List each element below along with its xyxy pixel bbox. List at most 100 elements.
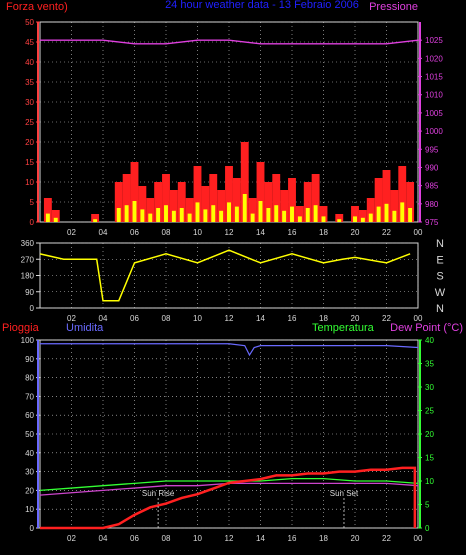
- x-tick-label: 06: [130, 314, 139, 323]
- wind-avg-bar: [360, 217, 365, 222]
- y2-tick-label: 985: [425, 182, 439, 191]
- y-tick-label: 70: [25, 392, 34, 401]
- wind-bar: [256, 162, 265, 222]
- y-tick-label: 30: [25, 468, 34, 477]
- x-tick-label: 20: [351, 534, 360, 543]
- wind-avg-bar: [305, 208, 310, 222]
- wind-avg-bar: [195, 202, 200, 222]
- y-tick-label: 360: [21, 239, 35, 248]
- wind-avg-bar: [392, 210, 397, 222]
- chart-title: 24 hour weather data - 13 Febraio 2006: [165, 0, 359, 11]
- y-tick-label: 35: [25, 78, 34, 87]
- wind-bar: [177, 182, 186, 222]
- x-tick-label: 08: [162, 314, 171, 323]
- y2-tick-label: 1000: [425, 127, 443, 136]
- y-tick-label: 5: [30, 198, 35, 207]
- x-tick-label: 16: [288, 534, 297, 543]
- y-tick-label: 180: [21, 272, 35, 281]
- wind-bar: [398, 166, 407, 222]
- x-tick-label: 14: [256, 314, 265, 323]
- dewpoint-axis-label: Dew Point (°C): [390, 322, 463, 334]
- x-tick-label: 02: [67, 314, 76, 323]
- wind-avg-bar: [171, 210, 176, 222]
- x-tick-label: 04: [99, 228, 108, 237]
- wind-bar: [162, 174, 170, 222]
- wind-bar: [43, 198, 52, 222]
- y2-tick-label: 1020: [425, 54, 443, 63]
- wind-bar: [169, 190, 178, 222]
- y-tick-label: 20: [25, 486, 34, 495]
- direction-line: [39, 249, 411, 302]
- y2-tick-label: 0: [425, 524, 430, 533]
- x-tick-label: 04: [99, 314, 108, 323]
- wind-bar: [374, 178, 383, 222]
- x-tick-label: 18: [319, 228, 328, 237]
- y2-tick-label: 1010: [425, 91, 443, 100]
- wind-bar: [390, 190, 399, 222]
- wind-avg-bar: [258, 201, 263, 222]
- y-tick-label: 60: [25, 411, 34, 420]
- wind-avg-bar: [408, 208, 413, 222]
- wind-avg-bar: [353, 216, 357, 222]
- wind-bar: [280, 190, 289, 222]
- wind-bar: [154, 182, 163, 222]
- x-tick-label: 18: [319, 534, 328, 543]
- x-tick-label: 08: [162, 534, 171, 543]
- y2-tick-label: 995: [425, 145, 439, 154]
- wind-avg-bar: [282, 210, 287, 222]
- wind-avg-bar: [250, 213, 255, 222]
- wind-bar: [217, 190, 226, 222]
- x-tick-label: 12: [225, 228, 234, 237]
- wind-bar: [295, 206, 304, 222]
- y-tick-label: 10: [25, 178, 34, 187]
- y2-tick-label: 30: [425, 383, 434, 392]
- wind-avg-bar: [384, 203, 389, 222]
- y-tick-label: 45: [25, 38, 34, 47]
- wind-bar: [232, 178, 241, 222]
- y2-tick-label: 990: [425, 163, 439, 172]
- x-tick-label: 02: [67, 534, 76, 543]
- x-tick-label: 10: [193, 534, 202, 543]
- x-tick-label: 22: [382, 534, 391, 543]
- compass-label: N: [436, 238, 444, 250]
- compass-label: W: [435, 287, 446, 299]
- x-tick-label: 12: [225, 534, 234, 543]
- wind-avg-bar: [368, 213, 373, 222]
- wind-bar: [91, 214, 100, 222]
- wind-bar: [114, 182, 123, 222]
- y-tick-label: 0: [30, 524, 35, 533]
- y-tick-label: 25: [25, 118, 34, 127]
- wind-bar: [240, 142, 249, 222]
- wind-avg-bar: [211, 205, 216, 222]
- pressure-axis-label: Pressione: [369, 1, 418, 13]
- wind-avg-bar: [53, 217, 58, 222]
- compass-label: E: [436, 254, 443, 266]
- wind-avg-bar: [227, 202, 231, 222]
- wind-avg-bar: [132, 201, 137, 222]
- wind-axis-label: Forza vento): [6, 1, 68, 13]
- compass-label: N: [436, 303, 444, 315]
- wind-avg-bar: [337, 219, 342, 222]
- wind-bar: [358, 210, 367, 222]
- wind-avg-bar: [187, 213, 192, 222]
- wind-bar: [351, 206, 359, 222]
- y-tick-label: 40: [25, 449, 34, 458]
- x-tick-label: 18: [319, 314, 328, 323]
- wind-bar: [185, 198, 194, 222]
- wind-avg-bar: [266, 208, 271, 222]
- dewpoint-line: [39, 482, 419, 496]
- y-tick-label: 40: [25, 58, 34, 67]
- x-tick-label: 00: [414, 314, 423, 323]
- temperature-line: [39, 477, 419, 492]
- wind-pressure-panel: 02 04 06 08 10 12 14 16 18 20 22 000510152025303540…: [25, 18, 443, 237]
- y2-tick-label: 1015: [425, 73, 443, 82]
- compass-label: S: [436, 271, 443, 283]
- wind-bar: [51, 210, 60, 222]
- wind-bar: [311, 174, 320, 222]
- sunrise-label: Sun Rise: [142, 489, 175, 498]
- y-tick-label: 30: [25, 98, 34, 107]
- wind-avg-bar: [116, 208, 121, 222]
- y-tick-label: 0: [30, 218, 35, 227]
